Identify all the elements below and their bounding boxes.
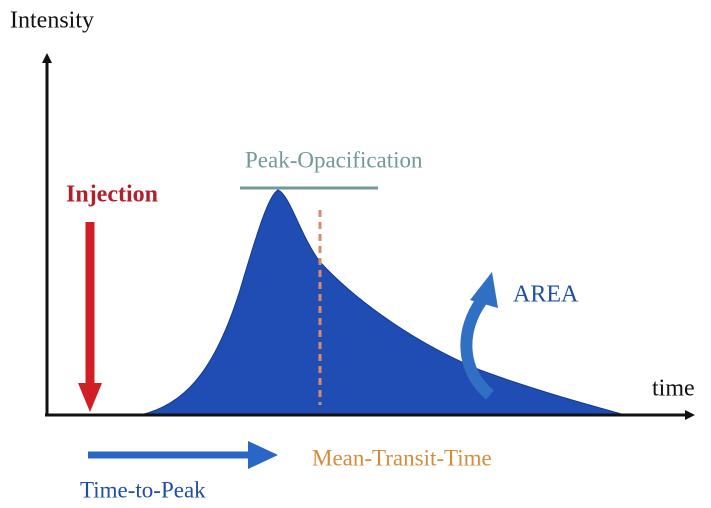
area-arrow-head bbox=[470, 272, 498, 308]
area-arrow bbox=[460, 296, 495, 400]
y-axis-label: Intensity bbox=[10, 8, 94, 34]
x-axis-label: time bbox=[652, 376, 695, 402]
injection-label: Injection bbox=[66, 182, 158, 208]
ttp-arrow-head bbox=[248, 441, 278, 469]
curve-area bbox=[139, 189, 626, 416]
peak-label: Peak-Opacification bbox=[245, 147, 423, 172]
ttp-label: Time-to-Peak bbox=[80, 477, 206, 502]
area-label: AREA bbox=[513, 282, 579, 308]
mtt-label: Mean-Transit-Time bbox=[312, 445, 492, 470]
injection-arrow-head bbox=[78, 383, 102, 412]
